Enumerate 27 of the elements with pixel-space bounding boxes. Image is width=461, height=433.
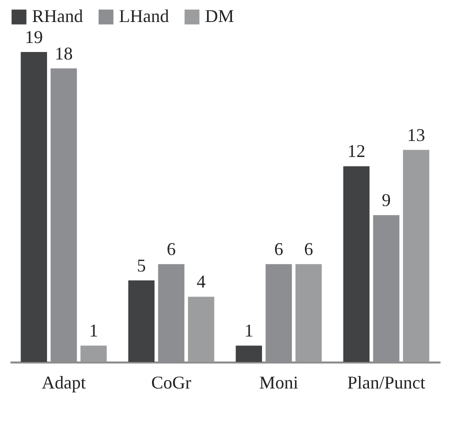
x-tick-label: Adapt [42,372,86,392]
x-tick-label: Moni [259,372,298,392]
bar [402,150,430,362]
bar [128,280,155,362]
data-label: 18 [54,43,73,64]
data-label: 5 [136,255,146,276]
data-label: 12 [347,141,366,162]
data-label: 1 [244,320,254,341]
legend-label: DM [205,6,234,26]
data-label: 6 [274,239,284,260]
data-label: 4 [196,272,206,292]
bar [343,166,370,362]
data-label: 6 [166,239,176,260]
bar [295,264,322,362]
bar [236,346,262,362]
data-label: 1 [89,320,98,341]
bar [20,52,48,362]
x-tick-label: CoGr [151,372,192,392]
bar [80,346,107,362]
x-tick-label: Plan/Punct [347,372,426,392]
data-label: 6 [304,239,314,260]
legend-label: LHand [119,6,169,26]
data-label: 19 [24,27,43,47]
data-label: 13 [407,124,426,145]
data-label: 9 [382,190,391,210]
bar [188,296,214,362]
legend-label: RHand [32,6,83,26]
